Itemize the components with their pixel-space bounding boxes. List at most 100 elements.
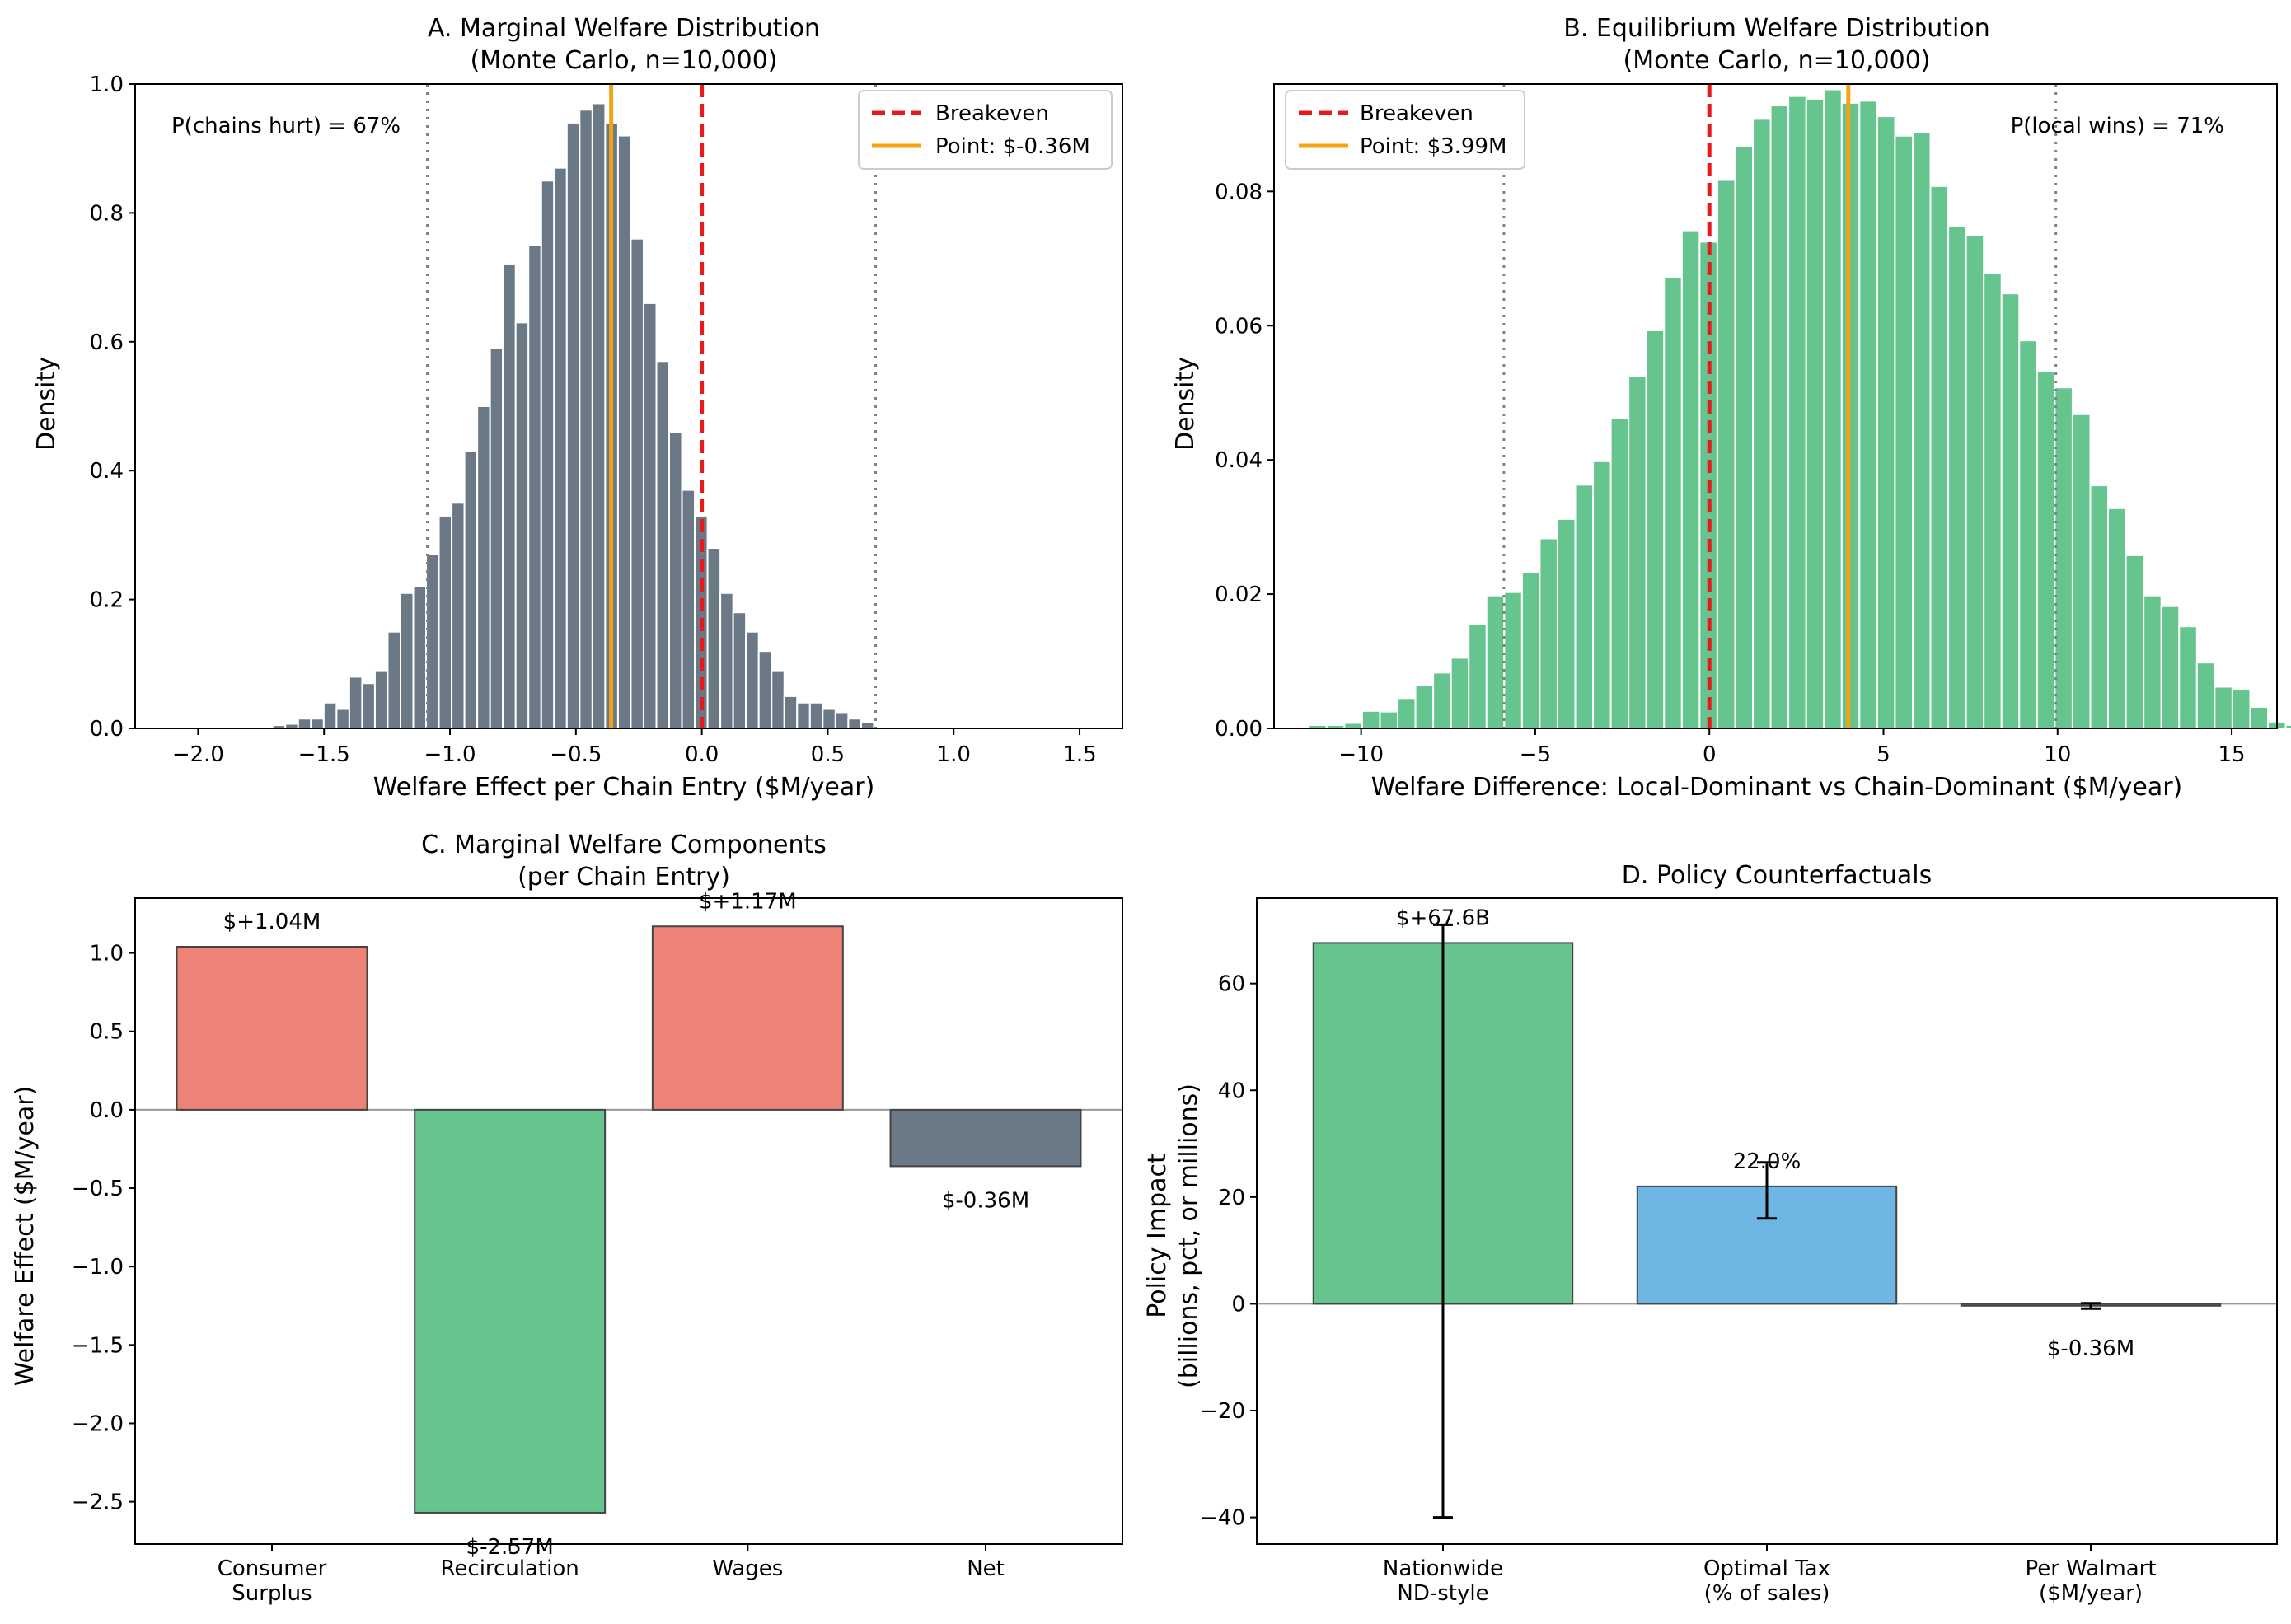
panel-c-category-label: Net — [967, 1556, 1005, 1581]
panel-c-ytick-label: −2.0 — [72, 1411, 124, 1436]
panel-b-bar — [1680, 229, 1701, 729]
panel-c-bar-value-label: $+1.17M — [699, 889, 797, 914]
panel-a-ytick-label: 0.0 — [90, 717, 124, 742]
panel-b-bar — [2036, 370, 2056, 729]
panel-c-ytick-label: 0.5 — [90, 1020, 124, 1045]
panel-b-frame — [1273, 83, 2278, 729]
panel-b-bar — [2143, 594, 2162, 730]
panel-c-ylabel: Welfare Effect ($M/year) — [11, 1086, 40, 1387]
panel-d-ytick-label: −40 — [1200, 1506, 1245, 1531]
panel-c-plot: $+1.04M$-2.57M$+1.17M$-0.36M−2.5−2.0−1.5… — [72, 889, 1123, 1606]
panel-a-xtick-label: −0.5 — [550, 742, 602, 767]
panel-a-xlabel: Welfare Effect per Chain Entry ($M/year) — [373, 773, 875, 802]
panel-d-bar-value-label: $+67.6B — [1396, 906, 1490, 930]
panel-b-bar — [1609, 417, 1630, 729]
panel-d-category-label: Optimal Tax — [1703, 1556, 1830, 1581]
panel-b-bar — [2089, 484, 2110, 730]
panel-b-bar — [1983, 272, 2003, 729]
panel-a-annotation: P(chains hurt) = 67% — [171, 114, 401, 138]
panel-b-bar — [1414, 684, 1435, 729]
panel-a-bar — [757, 650, 773, 729]
panel-a-xtick-label: 0.5 — [811, 742, 845, 767]
panel-a-bar — [412, 585, 428, 730]
panel-b-title-line2: (Monte Carlo, n=10,000) — [1623, 46, 1931, 75]
panel-c-ytick-label: −1.0 — [72, 1255, 124, 1280]
panel-a-bar — [579, 109, 593, 729]
panel-a-bar — [297, 718, 312, 730]
panel-b-bar — [2107, 507, 2127, 729]
panel-b-bar — [1787, 95, 1807, 730]
panel-a-legend-breakeven-label: Breakeven — [935, 101, 1049, 126]
panel-d-category-label: ($M/year) — [2039, 1581, 2143, 1606]
panel-b-bar — [1663, 276, 1683, 730]
panel-b-bar — [2018, 339, 2038, 729]
panel-a-bar — [476, 405, 491, 729]
panel-a-bar — [348, 676, 363, 730]
panel-a-bar — [630, 237, 644, 729]
panel-a-bar — [732, 611, 747, 729]
panel-b-ytick-label: 0.08 — [1215, 180, 1263, 204]
panel-a-bar — [745, 630, 760, 730]
panel-b-bar — [1645, 329, 1666, 729]
panel-a-bar — [489, 347, 504, 729]
panel-d-ytick-label: 20 — [1218, 1186, 1245, 1210]
panel-b-bar — [1716, 179, 1736, 729]
panel-c-bar-value-label: $+1.04M — [223, 910, 321, 934]
panel-c-bar — [651, 925, 844, 1111]
panel-a-xtick-label: 0.0 — [685, 742, 719, 767]
panel-c-title-line1: C. Marginal Welfare Components — [421, 831, 827, 859]
panel-a-bar — [706, 547, 722, 729]
panel-c-ytick-label: 0.0 — [90, 1098, 124, 1123]
panel-c-category-label: Wages — [712, 1556, 783, 1581]
panel-a-title-line1: A. Marginal Welfare Distribution — [428, 14, 820, 43]
panel-b-bar — [1911, 131, 1932, 729]
panel-a-bar — [322, 701, 338, 729]
panel-a-legend-box — [858, 90, 1113, 170]
panel-b-bar — [1947, 225, 1967, 730]
panel-a-ytick-label: 0.8 — [90, 201, 124, 226]
panel-b-bar — [1556, 517, 1577, 729]
panel-c-title-line2: (per Chain Entry) — [518, 863, 730, 892]
panel-a-xtick-label: −1.0 — [424, 742, 476, 767]
panel-a-xtick-label: −1.5 — [298, 742, 350, 767]
panel-b-xtick-label: 0 — [1703, 742, 1717, 767]
panel-b-bar — [2249, 705, 2270, 730]
panel-a-ylabel: Density — [32, 357, 61, 451]
panel-a-bar — [335, 708, 350, 729]
panel-b-xtick-label: 5 — [1876, 742, 1890, 767]
panel-a-bar — [668, 431, 683, 730]
panel-b-bar — [1965, 234, 1985, 729]
panel-d-ytick-label: −20 — [1200, 1399, 1245, 1424]
panel-a-title-line2: (Monte Carlo, n=10,000) — [471, 46, 778, 75]
panel-d-category-label: (% of sales) — [1704, 1581, 1830, 1606]
panel-b-ytick-label: 0.04 — [1215, 448, 1263, 473]
panel-a-bar — [502, 263, 517, 729]
panel-b-bar — [1379, 710, 1399, 730]
panel-c: C. Marginal Welfare Components (per Chai… — [11, 831, 1123, 1606]
panel-b-ytick-label: 0.02 — [1215, 583, 1263, 607]
panel-a-bar — [565, 121, 581, 730]
panel-b-bar — [1485, 594, 1506, 730]
panel-a-bar — [591, 102, 607, 729]
panel-a-xtick-label: 1.5 — [1062, 742, 1096, 767]
panel-a-bar — [451, 502, 466, 729]
panel-b-bar — [1858, 100, 1878, 730]
panel-a-bar — [399, 592, 415, 730]
panel-c-bar-value-label: $-0.36M — [942, 1188, 1029, 1213]
panel-d-bar-value-label: 22.0% — [1733, 1149, 1801, 1174]
panel-a-frame — [134, 83, 1123, 729]
panel-b-legend-breakeven-label: Breakeven — [1360, 101, 1473, 126]
panel-b-xtick-label: 10 — [2044, 742, 2071, 767]
panel-b-bar — [1592, 460, 1612, 729]
panel-b-bar — [1929, 185, 1950, 730]
panel-b-ytick-label: 0.06 — [1215, 314, 1263, 339]
panel-b-bar — [1752, 118, 1772, 729]
panel-d-bar-value-label: $-0.36M — [2047, 1336, 2134, 1361]
panel-b-bar — [1805, 97, 1825, 729]
panel-b-bar — [2178, 625, 2198, 730]
panel-a-bar — [847, 718, 862, 730]
panel-a-bar — [361, 682, 376, 730]
panel-b-bar — [2214, 686, 2233, 730]
panel-a-bar — [834, 711, 850, 730]
